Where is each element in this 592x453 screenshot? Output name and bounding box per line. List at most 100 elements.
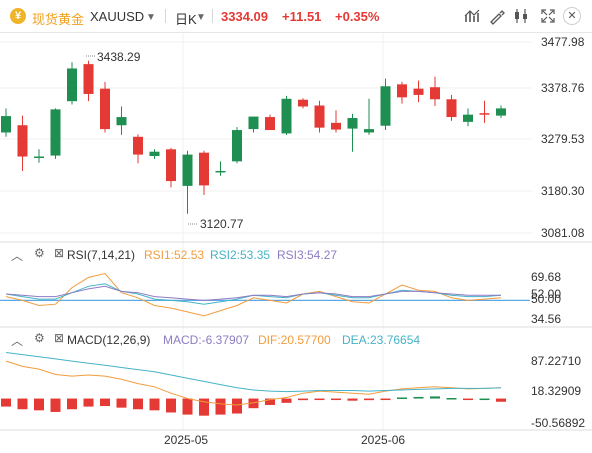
macd-bar (496, 398, 506, 402)
macd-bar (83, 398, 94, 407)
indicator-box-icon[interactable]: ⊠ (54, 331, 65, 345)
price-change-percent: +0.35% (335, 9, 380, 24)
macd-bar (430, 396, 440, 399)
price-tick: 3378.76 (541, 81, 585, 95)
dif-value: DIF:20.57700 (258, 333, 331, 347)
draw-tool-icon[interactable] (488, 7, 506, 25)
candle (298, 98, 308, 109)
rsi1-value: RSI1:52.53 (144, 248, 205, 262)
settings-icon[interactable]: ⚙ (34, 246, 45, 260)
candle (116, 106, 127, 135)
candle (364, 98, 374, 135)
macd-bar (182, 398, 193, 415)
macd-tick: 18.32909 (531, 384, 581, 398)
candle (496, 105, 506, 119)
indicators-icon[interactable] (463, 7, 481, 25)
toolbar-divider (212, 9, 213, 23)
rsi-tick: 50.00 (531, 292, 561, 306)
price-grid (0, 33, 532, 430)
macd-bar (248, 398, 259, 409)
collapse-chevron-icon[interactable]: ︿ (11, 334, 24, 348)
candle (17, 115, 28, 171)
macd-bar (298, 398, 308, 401)
timeframe-dropdown-icon[interactable]: ▼ (196, 12, 206, 23)
symbol-name[interactable]: 现货黄金 (32, 12, 85, 27)
candle (314, 100, 325, 133)
settings-icon[interactable]: ⚙ (34, 331, 45, 345)
rsi-series (0, 272, 530, 317)
gold-coin-icon: ¥ (10, 8, 26, 24)
last-price: 3334.09 (221, 9, 268, 24)
macd-bar (215, 398, 226, 415)
macd-bar (50, 398, 61, 412)
low-annotation: 3120.77 (200, 217, 244, 231)
macd-bar (347, 398, 358, 401)
candle (380, 78, 391, 131)
macd-bar (331, 398, 341, 401)
macd-bar (100, 398, 110, 407)
macd-bar (17, 398, 28, 410)
candle (199, 150, 209, 196)
macd-bar (116, 398, 127, 408)
timeframe-select[interactable]: 日K (175, 12, 197, 27)
macd-bar (463, 398, 473, 401)
candle (232, 127, 242, 164)
candle (50, 108, 61, 159)
rsi-line-rsi3 (5, 285, 501, 301)
dea-value: DEA:23.76654 (342, 333, 421, 347)
candle (430, 76, 440, 106)
symbol-code[interactable]: XAUUSD (90, 9, 145, 24)
candle (463, 108, 473, 127)
candle (100, 81, 110, 133)
indicator-box-icon[interactable]: ⊠ (54, 246, 65, 260)
macd-bar (166, 398, 176, 413)
high-annotation: 3438.29 (97, 50, 141, 64)
macd-bar (479, 398, 490, 401)
macd-bar (133, 398, 143, 410)
x-axis-label: 2025-06 (361, 433, 405, 447)
macd-bar (199, 398, 209, 416)
macd-tick: 87.22710 (531, 354, 581, 368)
fullscreen-icon[interactable] (539, 7, 557, 25)
rsi-tick: 52.00 (531, 287, 561, 301)
candle (281, 95, 292, 135)
rsi2-value: RSI2:53.35 (210, 248, 271, 262)
candle (166, 147, 176, 188)
macd-bar (265, 398, 275, 405)
macd-bar (281, 398, 292, 403)
candle (182, 150, 193, 214)
symbol-dropdown-icon[interactable]: ▼ (146, 12, 156, 23)
collapse-chevron-icon[interactable]: ︿ (11, 249, 24, 263)
close-icon[interactable]: ✕ (563, 7, 581, 25)
macd-bar (446, 398, 457, 400)
macd-bar (364, 398, 374, 401)
candle (331, 110, 341, 133)
macd-bar (397, 397, 407, 399)
macd-label: MACD(12,26,9) (67, 333, 151, 347)
macd-bar (380, 398, 391, 401)
candle (397, 81, 407, 104)
candle (67, 62, 77, 105)
candle (34, 149, 44, 163)
rsi-label: RSI(7,14,21) (67, 248, 136, 262)
candle (248, 116, 259, 133)
candle (149, 149, 160, 159)
candle (265, 114, 275, 131)
macd-bar (149, 398, 160, 411)
rsi-tick: 69.68 (531, 270, 561, 284)
macd-line-dif (5, 360, 502, 406)
toolbar-divider (165, 9, 166, 23)
candles-icon[interactable] (512, 7, 530, 25)
candle (347, 113, 358, 152)
x-axis-label: 2025-05 (164, 433, 208, 447)
candle (413, 80, 424, 103)
candle (133, 134, 143, 164)
candle (1, 108, 11, 137)
price-tick: 3477.98 (541, 35, 585, 49)
macd-line-dea (5, 352, 502, 393)
rsi3-value: RSI3:54.27 (277, 248, 338, 262)
price-tick: 3180.30 (541, 184, 585, 198)
candlestick-series (1, 60, 506, 214)
macd-bar (413, 396, 424, 399)
